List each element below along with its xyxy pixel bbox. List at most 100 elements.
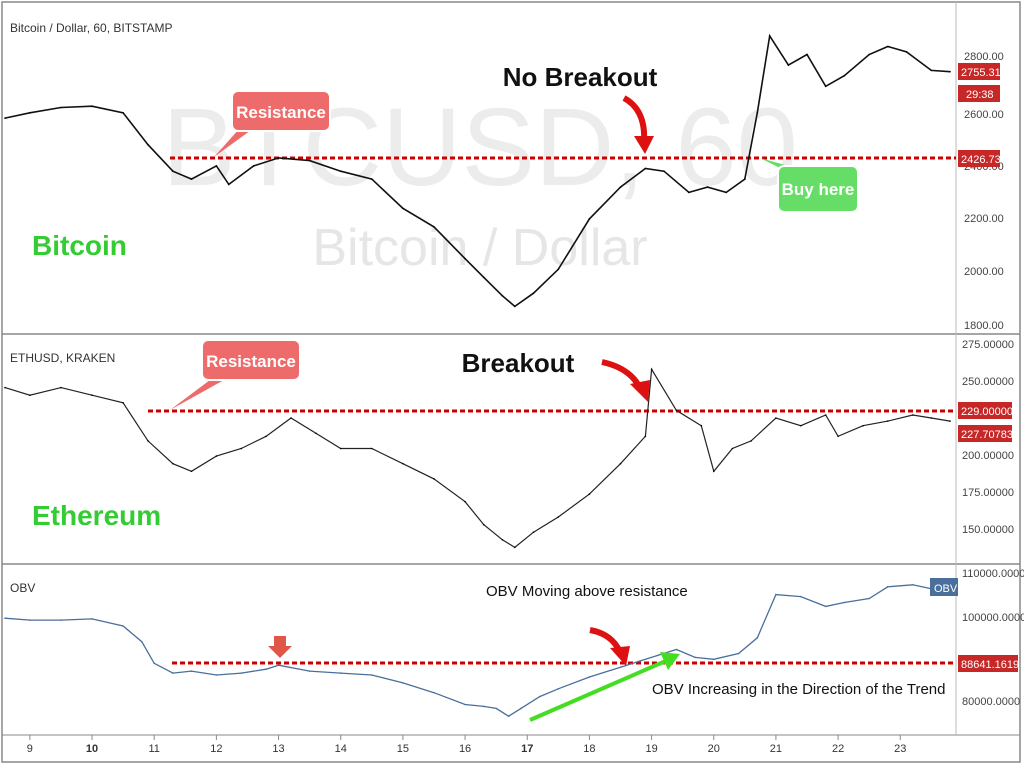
series-0-point (172, 170, 174, 172)
series-2-point (619, 666, 622, 668)
series-1-point (91, 394, 93, 397)
series-1-point (482, 523, 485, 526)
obv-red-arrowhead (610, 646, 630, 666)
eth-ytick: 200.00000 (962, 450, 1014, 462)
obv-badge-text: OBV (934, 583, 958, 595)
obv-increasing-label: OBV Increasing in the Direction of the T… (652, 681, 946, 698)
eth-resistance-callout: Resistance (170, 339, 301, 410)
no-breakout-label: No Breakout (503, 62, 658, 92)
btc-price-tag (958, 63, 1000, 80)
series-1-point (700, 424, 703, 427)
series-1-point (588, 493, 591, 495)
series-0-point (29, 112, 31, 114)
series-1-point (887, 420, 889, 422)
obv-ytick: 80000.0000 (962, 696, 1020, 708)
obv-yaxis: 110000.0000 100000.0000 80000.0000 (962, 568, 1024, 708)
series-1-point (750, 440, 752, 442)
series-1-point (800, 424, 802, 427)
buy-here-text: Buy here (782, 180, 855, 199)
btc-resistance-tag-text: 2426.73 (961, 154, 1001, 166)
series-1-point (930, 417, 933, 419)
series-1-point (433, 478, 435, 480)
series-2-point (122, 625, 124, 627)
eth-resistance-callout-text: Resistance (206, 352, 296, 371)
series-2-point (911, 584, 914, 586)
x-tick-label: 16 (459, 743, 471, 755)
btc-watermark-sub: Bitcoin / Dollar (312, 219, 647, 277)
series-0-point (371, 178, 373, 180)
series-1-point (514, 546, 516, 549)
series-2-point (482, 705, 485, 708)
btc-resistance-callout: Resistance (214, 90, 331, 157)
x-tick-label: 23 (894, 743, 906, 755)
series-2-point (694, 656, 696, 659)
bitcoin-label: Bitcoin (32, 230, 127, 261)
eth-ytick: 275.00000 (962, 339, 1014, 351)
x-tick-label: 20 (708, 743, 720, 755)
series-2-point (495, 707, 498, 710)
series-1-point (190, 470, 193, 473)
series-0-point (514, 305, 516, 308)
series-2-point (675, 648, 678, 651)
x-tick-label: 21 (770, 743, 782, 755)
series-0-point (663, 170, 665, 172)
obv-trend-arrow (529, 658, 669, 722)
series-0-point (843, 74, 846, 77)
x-tick-label: 19 (645, 743, 657, 755)
obv-resistance-tag-text: 88641.1619 (961, 659, 1019, 671)
series-0-point (228, 183, 230, 186)
series-0-point (930, 69, 933, 72)
series-1-point (675, 409, 678, 412)
series-0-point (756, 112, 759, 114)
ethereum-label: Ethereum (32, 500, 161, 531)
series-1-point (240, 447, 243, 450)
btc-yaxis: 2800.00 2600.00 2400.00 2200.00 2000.00 … (964, 51, 1004, 332)
series-1-point (731, 447, 734, 450)
series-2-point (190, 670, 193, 672)
obv-panel-title: OBV (10, 581, 35, 595)
series-1-point (60, 386, 62, 389)
series-2-point (339, 672, 342, 674)
series-2-point (887, 586, 889, 588)
series-0-point (308, 159, 311, 162)
series-2-point (800, 595, 802, 598)
series-1-point (339, 447, 342, 450)
series-0-point (147, 143, 149, 146)
series-2-point (868, 597, 870, 600)
series-0-point (482, 276, 485, 279)
series-0-point (91, 105, 93, 107)
series-1-point (29, 394, 31, 397)
series-1-point (949, 420, 951, 422)
eth-ytick: 250.00000 (962, 376, 1014, 388)
x-tick-label: 10 (86, 743, 98, 755)
series-2-point (507, 715, 510, 717)
btc-ytick: 2600.00 (964, 109, 1004, 121)
series-1-point (4, 386, 6, 389)
obv-trend-arrowhead (660, 652, 680, 670)
series-0-point (806, 53, 808, 56)
series-1-point (713, 470, 715, 473)
btc-panel-title: Bitcoin / Dollar, 60, BITSTAMP (10, 21, 173, 35)
series-0-point (949, 70, 951, 73)
obv-moving-label: OBV Moving above resistance (486, 583, 688, 600)
series-2-point (520, 707, 522, 710)
x-tick-label: 9 (27, 743, 33, 755)
series-2-point (713, 658, 715, 661)
series-1-point (501, 539, 504, 541)
x-tick-label: 15 (397, 743, 409, 755)
eth-panel-title: ETHUSD, KRAKEN (10, 351, 115, 365)
series-2-point (371, 674, 373, 676)
x-axis: 9 10 11 12 13 14 15 16 17 18 19 20 21 22 23 (27, 735, 906, 755)
eth-yaxis: 275.00000 250.00000 200.00000 175.00000 … (962, 339, 1014, 536)
series-2-point (91, 618, 93, 620)
btc-ytick: 2200.00 (964, 213, 1004, 225)
series-2-point (277, 664, 280, 666)
eth-ytick: 150.00000 (962, 524, 1014, 536)
x-tick-label: 17 (521, 743, 533, 755)
eth-price-tag-text: 227.70783 (961, 429, 1013, 441)
series-0-point (190, 178, 193, 180)
series-1-point (619, 462, 622, 465)
x-tick-label: 12 (210, 743, 222, 755)
series-2-point (29, 619, 31, 621)
series-0-point (122, 112, 124, 114)
